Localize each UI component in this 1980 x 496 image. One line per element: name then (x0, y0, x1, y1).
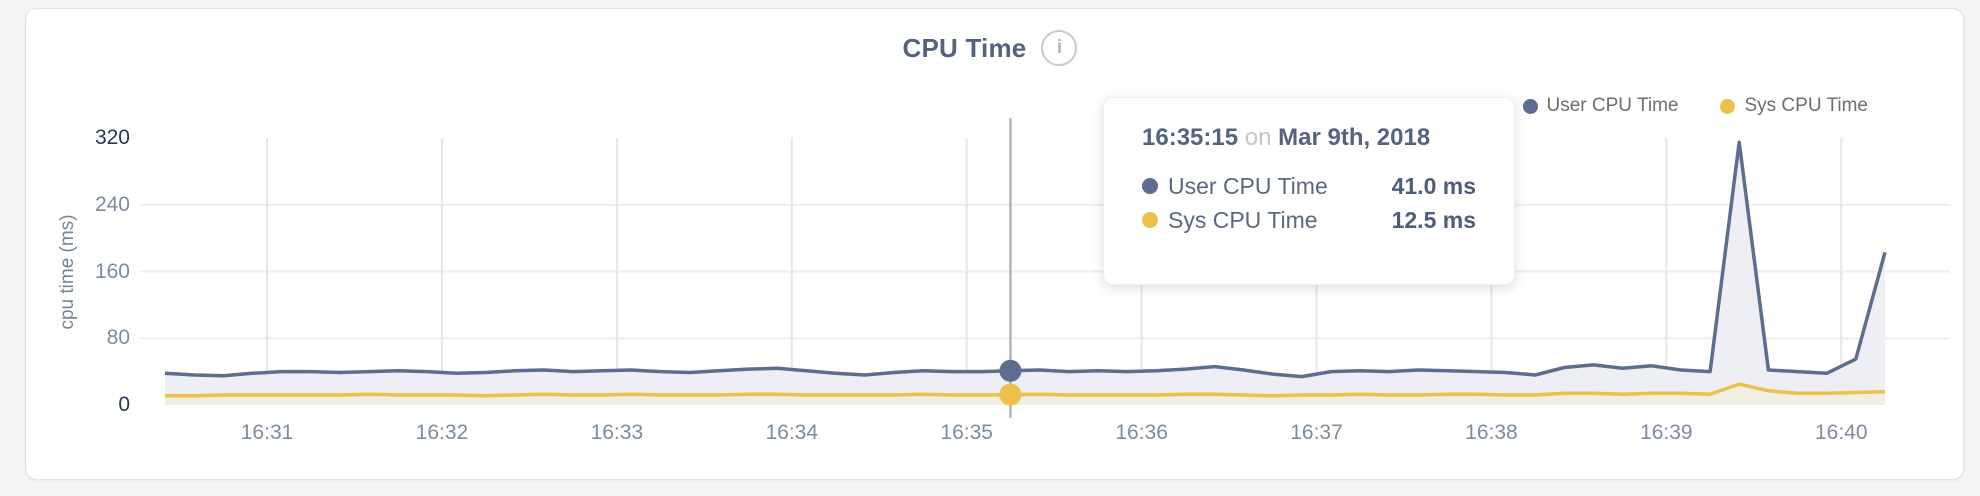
sys-series-dot-icon (1142, 212, 1158, 228)
legend-item-sys-cpu-time[interactable]: Sys CPU Time (1720, 95, 1868, 117)
x-tick-label: 16:37 (1290, 421, 1343, 444)
series-line (164, 140, 1887, 379)
tooltip-row-value: 41.0 ms (1391, 172, 1476, 199)
tooltip-conjunction: on (1244, 124, 1272, 151)
tooltip-time: 16:35:15 (1142, 124, 1239, 151)
y-tick-label: 160 (94, 259, 130, 283)
tooltip-timestamp: 16:35:15 on Mar 9th, 2018 (1142, 124, 1476, 152)
legend-label: Sys CPU Time (1744, 95, 1868, 116)
x-tick-label: 16:31 (240, 421, 294, 444)
crosshair-point (999, 383, 1022, 406)
y-tick-label: 80 (106, 326, 130, 350)
chart-legend: User CPU Time Sys CPU Time (1522, 92, 1868, 120)
tooltip-row-label: Sys CPU Time (1168, 206, 1318, 233)
chart-tooltip: 16:35:15 on Mar 9th, 2018 User CPU Time … (1103, 97, 1515, 285)
tooltip-row-user: User CPU Time 41.0 ms (1142, 170, 1476, 202)
tooltip-row-value: 12.5 ms (1391, 206, 1476, 233)
x-tick-label: 16:34 (765, 421, 819, 444)
user-series-dot-icon (1142, 178, 1158, 194)
x-tick-label: 16:32 (415, 421, 469, 444)
series-line (165, 382, 1886, 398)
chart-header: CPU Time i (0, 30, 1980, 66)
x-tick-label: 16:33 (590, 421, 644, 444)
legend-label: User CPU Time (1546, 95, 1679, 116)
y-tick-label: 0 (118, 393, 130, 416)
x-tick-label: 16:40 (1814, 421, 1868, 444)
series-area (165, 142, 1885, 405)
y-tick-label: 320 (94, 126, 130, 149)
x-tick-label: 16:38 (1465, 421, 1518, 444)
user-series-dot-icon (1522, 98, 1538, 114)
y-tick-label: 240 (94, 192, 130, 216)
x-tick-label: 16:39 (1640, 421, 1693, 444)
tooltip-row-sys: Sys CPU Time 12.5 ms (1142, 204, 1476, 236)
x-tick-label: 16:35 (940, 421, 993, 444)
tooltip-date: Mar 9th, 2018 (1278, 124, 1431, 151)
tooltip-row-label: User CPU Time (1168, 172, 1328, 199)
info-icon[interactable]: i (1041, 30, 1078, 66)
legend-item-user-cpu-time[interactable]: User CPU Time (1522, 95, 1679, 117)
x-tick-label: 16:36 (1115, 421, 1168, 444)
sys-series-dot-icon (1720, 98, 1736, 114)
crosshair-point (999, 359, 1022, 382)
chart-title: CPU Time (902, 32, 1027, 63)
